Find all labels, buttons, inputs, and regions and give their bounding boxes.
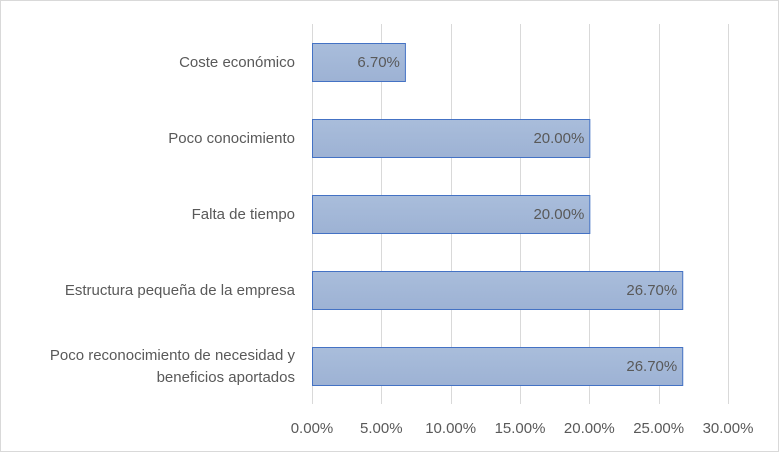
x-axis-tick-labels: 0.00% 5.00% 10.00% 15.00% 20.00% 25.00% 30.00% [291, 420, 754, 437]
x-tick-label: 25.00% [633, 420, 684, 437]
data-label: 26.70% [626, 358, 677, 375]
category-label: Falta de tiempo [192, 206, 295, 223]
data-label: 20.00% [533, 206, 584, 223]
x-tick-label: 0.00% [291, 420, 334, 437]
data-label: 20.00% [533, 130, 584, 147]
bar [312, 347, 684, 386]
bar [312, 119, 591, 158]
x-tick-label: 30.00% [703, 420, 754, 437]
data-label: 26.70% [626, 282, 677, 299]
category-labels: Coste económico Poco conocimiento Falta de… [50, 54, 296, 386]
category-label: Poco reconocimiento de necesidad y [50, 347, 296, 364]
x-tick-label: 5.00% [360, 420, 403, 437]
data-label: 6.70% [357, 54, 400, 71]
category-label: Poco conocimiento [168, 130, 295, 147]
data-labels: 6.70% 20.00% 20.00% 26.70% 26.70% [357, 54, 677, 375]
bar [312, 43, 406, 82]
x-tick-label: 20.00% [564, 420, 615, 437]
category-label: Estructura pequeña de la empresa [65, 282, 296, 299]
category-label: Coste económico [179, 54, 295, 71]
x-tick-label: 10.00% [425, 420, 476, 437]
bar [312, 271, 684, 310]
category-label: beneficios aportados [157, 369, 295, 386]
bars [312, 43, 684, 386]
x-tick-label: 15.00% [495, 420, 546, 437]
bar [312, 195, 591, 234]
